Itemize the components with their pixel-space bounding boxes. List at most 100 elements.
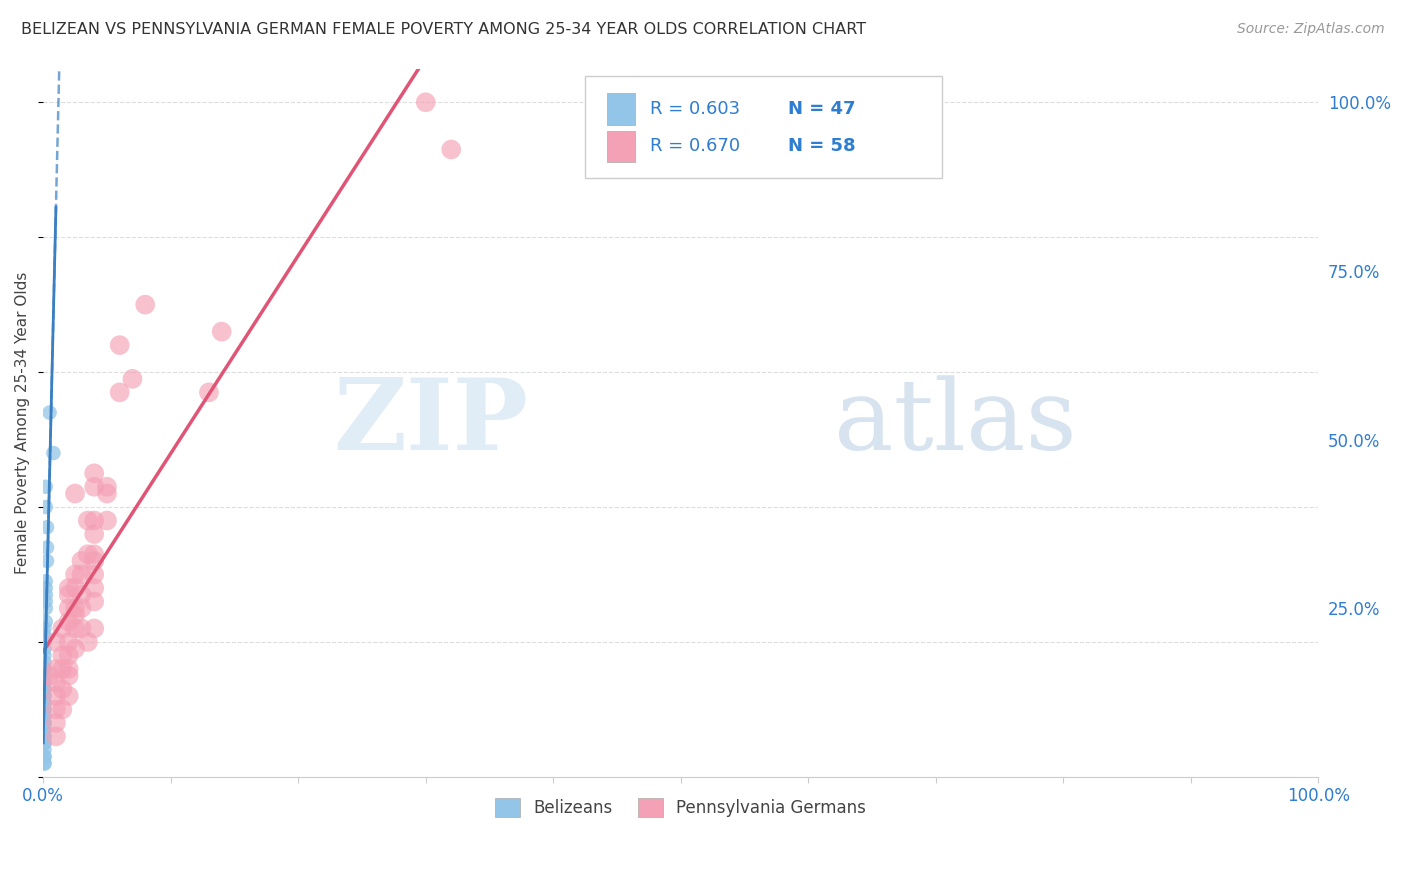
Point — [35, 601, 58, 615]
Point — [70, 622, 93, 636]
Point — [58, 581, 80, 595]
Point — [34, 696, 56, 710]
Point — [70, 601, 93, 615]
Point — [35, 520, 58, 534]
Point — [51, 702, 73, 716]
Point — [45, 715, 67, 730]
Point — [63, 622, 86, 636]
Point — [34, 662, 56, 676]
Point — [83, 567, 105, 582]
Point — [211, 325, 233, 339]
Point — [34, 736, 56, 750]
Point — [76, 635, 98, 649]
Point — [70, 588, 93, 602]
Point — [34, 702, 56, 716]
Point — [34, 622, 56, 636]
Point — [45, 635, 67, 649]
Point — [34, 736, 56, 750]
Point — [34, 641, 56, 656]
Point — [58, 615, 80, 629]
Point — [63, 641, 86, 656]
Point — [63, 486, 86, 500]
Point — [83, 594, 105, 608]
Point — [415, 95, 437, 110]
Point — [34, 689, 56, 703]
Text: BELIZEAN VS PENNSYLVANIA GERMAN FEMALE POVERTY AMONG 25-34 YEAR OLDS CORRELATION: BELIZEAN VS PENNSYLVANIA GERMAN FEMALE P… — [21, 22, 866, 37]
Point — [34, 682, 56, 697]
Point — [34, 648, 56, 663]
Point — [34, 628, 56, 642]
Point — [58, 668, 80, 682]
Text: Source: ZipAtlas.com: Source: ZipAtlas.com — [1237, 22, 1385, 37]
Bar — [607, 93, 636, 125]
Point — [34, 730, 56, 744]
Text: atlas: atlas — [834, 375, 1077, 471]
Point — [35, 541, 58, 555]
Point — [83, 480, 105, 494]
Point — [70, 554, 93, 568]
Point — [76, 547, 98, 561]
Point — [51, 648, 73, 663]
Point — [45, 675, 67, 690]
Text: R = 0.670: R = 0.670 — [650, 137, 741, 155]
Point — [34, 702, 56, 716]
Point — [83, 514, 105, 528]
Text: R = 0.603: R = 0.603 — [650, 100, 741, 118]
Point — [83, 527, 105, 541]
Point — [34, 655, 56, 669]
Point — [38, 406, 60, 420]
Point — [51, 682, 73, 697]
Point — [45, 702, 67, 716]
Point — [34, 749, 56, 764]
Point — [34, 715, 56, 730]
Point — [34, 675, 56, 690]
Point — [440, 143, 463, 157]
Point — [96, 486, 118, 500]
Point — [35, 588, 58, 602]
Point — [83, 581, 105, 595]
Point — [134, 298, 156, 312]
Text: ZIP: ZIP — [333, 374, 527, 471]
Point — [63, 607, 86, 622]
Text: N = 47: N = 47 — [787, 100, 855, 118]
Point — [198, 385, 221, 400]
Point — [34, 743, 56, 757]
Text: N = 58: N = 58 — [787, 137, 855, 155]
Point — [34, 709, 56, 723]
Point — [35, 615, 58, 629]
Point — [35, 594, 58, 608]
FancyBboxPatch shape — [585, 76, 942, 178]
Point — [34, 682, 56, 697]
Point — [34, 756, 56, 771]
Point — [108, 385, 131, 400]
Point — [96, 514, 118, 528]
Point — [34, 730, 56, 744]
Point — [34, 668, 56, 682]
Point — [45, 730, 67, 744]
Point — [58, 648, 80, 663]
Point — [51, 622, 73, 636]
Point — [35, 581, 58, 595]
Point — [76, 514, 98, 528]
Point — [34, 723, 56, 737]
Point — [58, 635, 80, 649]
Point — [121, 372, 143, 386]
Point — [34, 662, 56, 676]
Point — [34, 756, 56, 771]
Point — [34, 689, 56, 703]
Point — [83, 467, 105, 481]
Point — [34, 749, 56, 764]
Point — [70, 567, 93, 582]
Point — [38, 668, 60, 682]
Point — [108, 338, 131, 352]
Point — [34, 635, 56, 649]
Point — [34, 715, 56, 730]
Point — [45, 689, 67, 703]
Y-axis label: Female Poverty Among 25-34 Year Olds: Female Poverty Among 25-34 Year Olds — [15, 271, 30, 574]
Point — [63, 581, 86, 595]
Point — [63, 601, 86, 615]
Point — [34, 696, 56, 710]
Point — [58, 662, 80, 676]
Point — [45, 662, 67, 676]
Point — [83, 554, 105, 568]
